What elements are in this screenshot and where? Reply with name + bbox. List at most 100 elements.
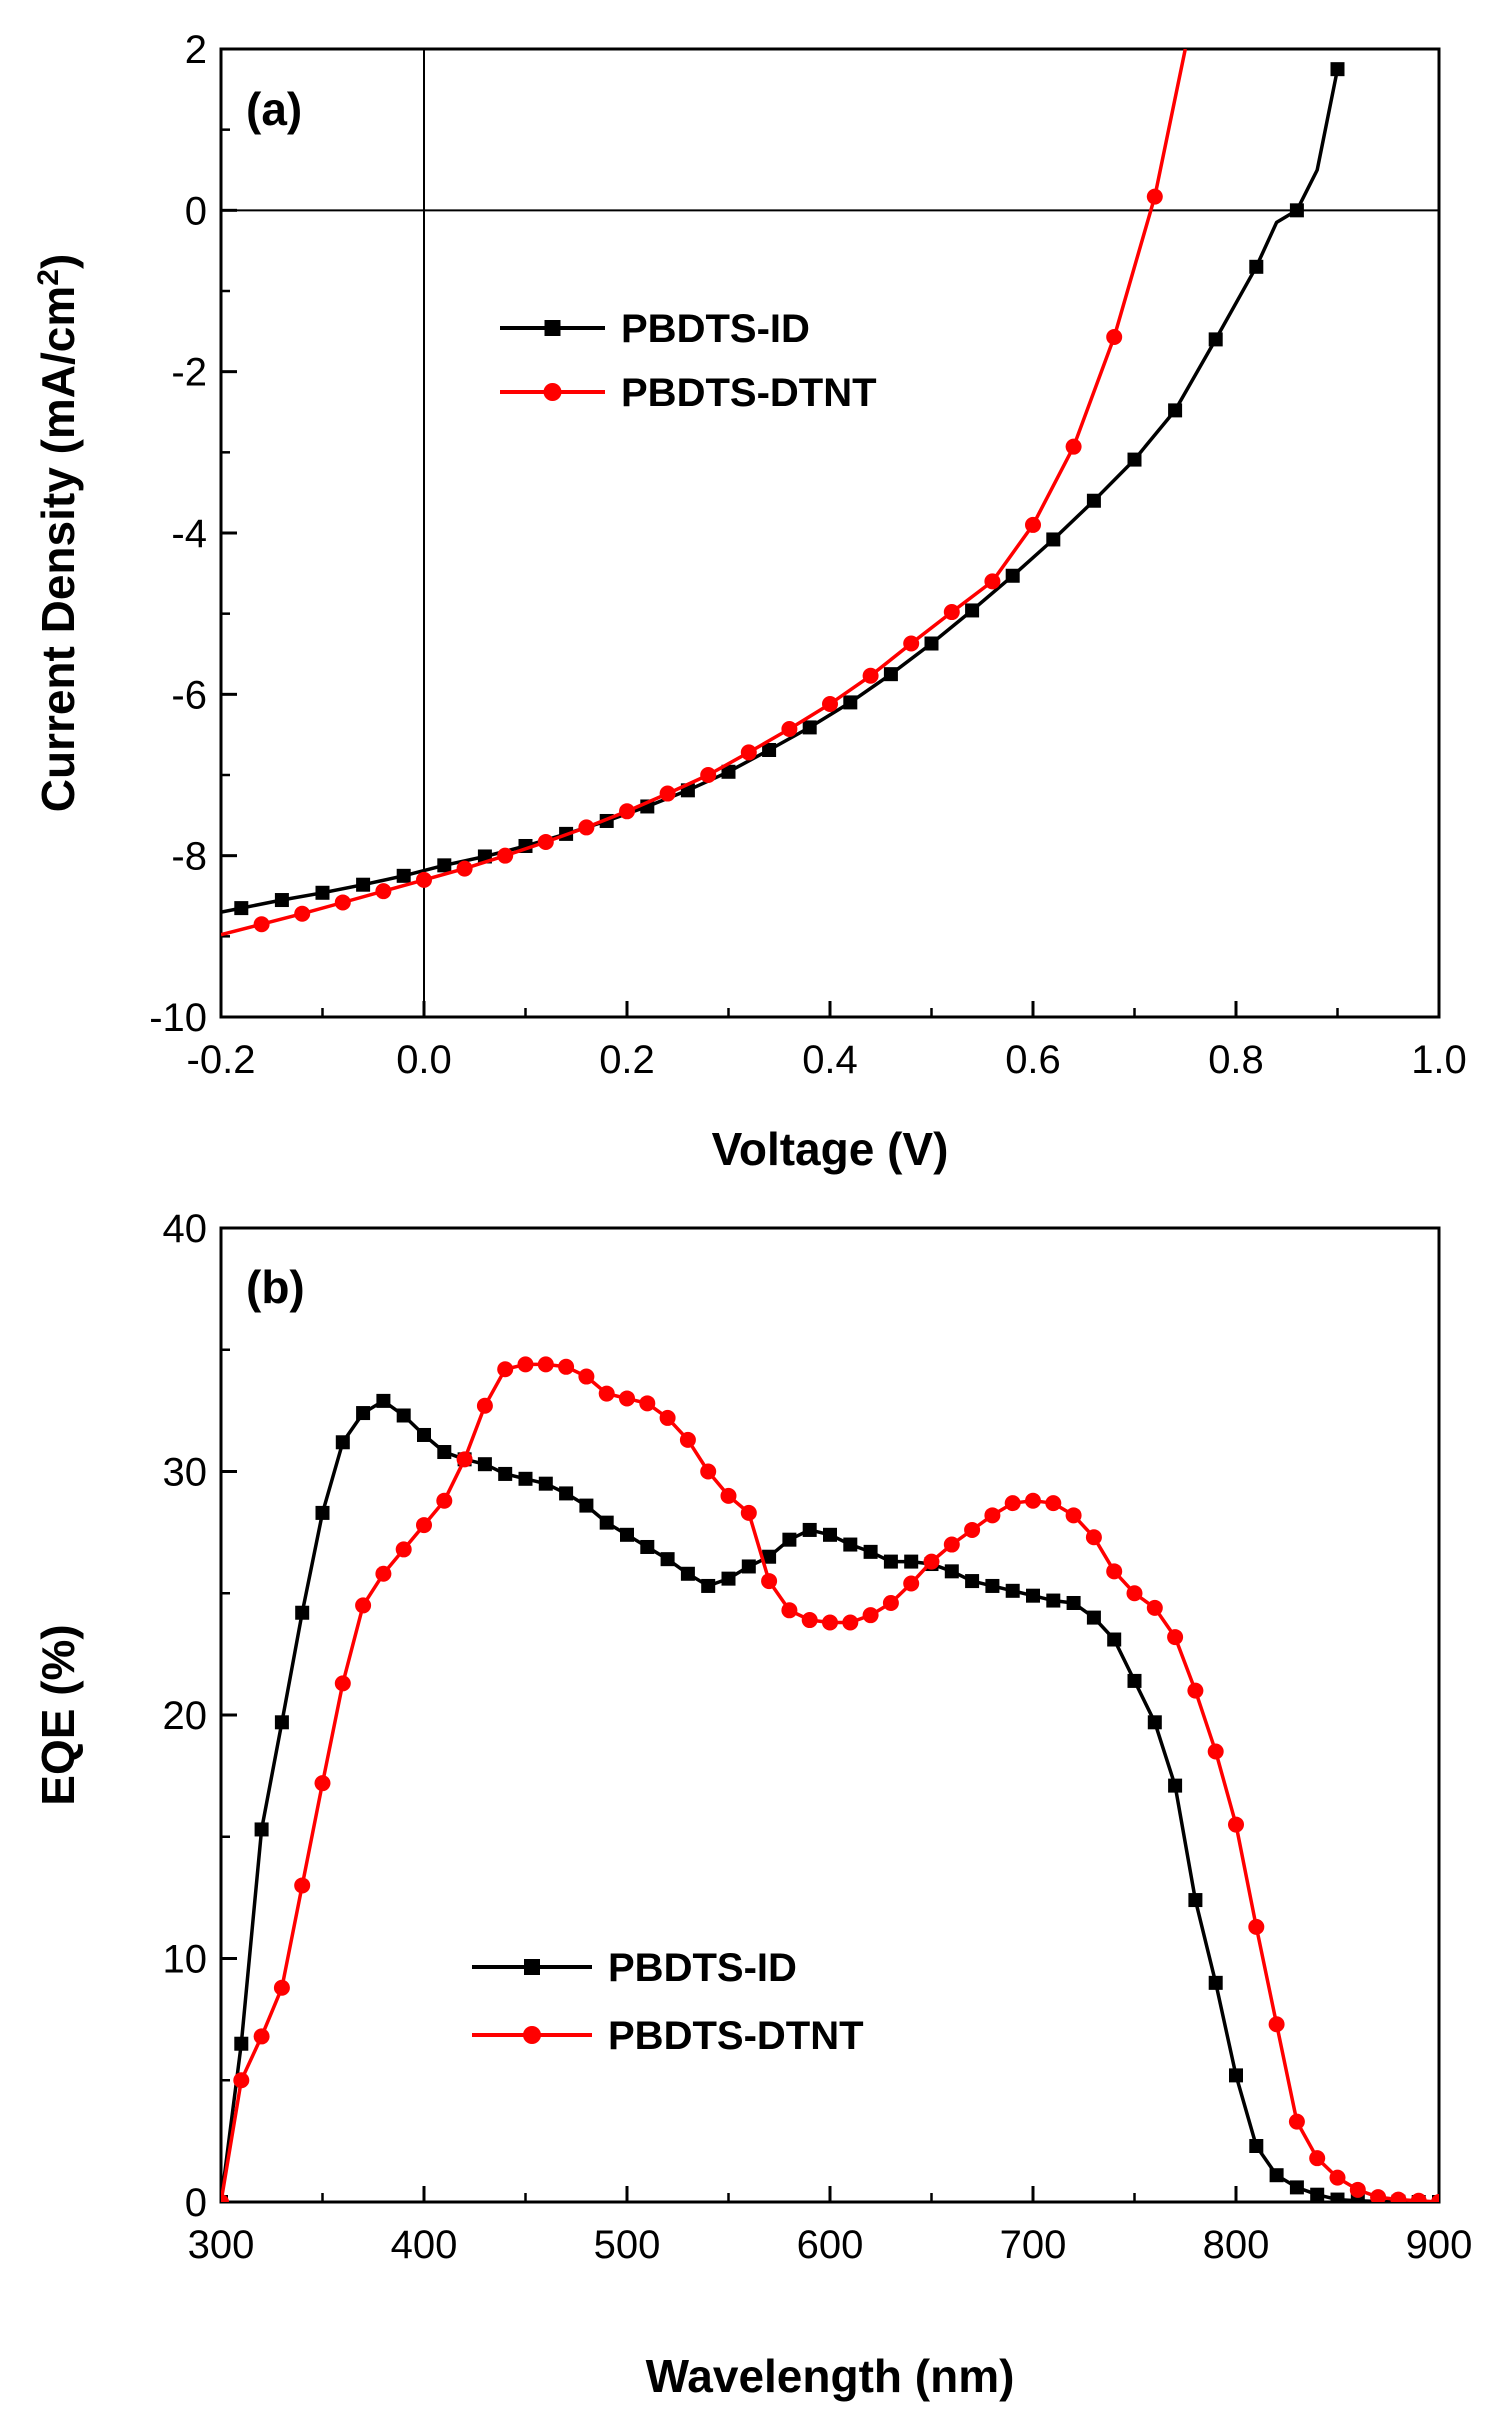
data-point-pbdts-id	[1086, 1610, 1101, 1625]
data-point-pbdts-dtnt	[416, 871, 432, 888]
data-point-pbdts-dtnt	[558, 1358, 575, 1375]
data-point-pbdts-dtnt	[578, 819, 595, 836]
data-point-pbdts-id	[944, 1564, 959, 1579]
data-point-pbdts-dtnt	[1065, 1507, 1082, 1524]
data-point-pbdts-dtnt	[943, 1536, 960, 1553]
x-tick-label: 800	[1203, 2223, 1270, 2267]
data-point-pbdts-dtnt	[334, 1675, 351, 1692]
data-point-pbdts-id	[823, 1527, 837, 1542]
data-point-pbdts-dtnt	[1106, 328, 1123, 345]
data-point-pbdts-dtnt	[1268, 2016, 1285, 2033]
data-point-pbdts-dtnt	[720, 1487, 737, 1504]
data-point-pbdts-dtnt	[1207, 1743, 1224, 1760]
data-point-pbdts-dtnt	[923, 1553, 940, 1570]
data-point-pbdts-id	[1249, 2138, 1264, 2153]
data-point-pbdts-id	[1026, 1588, 1040, 1603]
x-tick-label: 0.8	[1208, 1038, 1264, 1082]
data-point-pbdts-dtnt	[1431, 2194, 1439, 2202]
data-point-pbdts-id	[498, 1466, 513, 1481]
data-point-pbdts-dtnt	[497, 847, 514, 864]
data-point-pbdts-id	[802, 720, 817, 735]
legend-label-pbdts-id: PBDTS-ID	[621, 307, 810, 351]
y-tick-label: 20	[163, 1694, 208, 1738]
data-point-pbdts-id	[965, 603, 980, 618]
data-point-pbdts-dtnt	[882, 1594, 899, 1611]
data-point-pbdts-id	[721, 1571, 736, 1586]
legend: PBDTS-ID PBDTS-DTNT	[500, 307, 877, 415]
data-point-pbdts-id	[579, 1498, 594, 1513]
data-point-pbdts-dtnt	[294, 905, 311, 922]
data-point-pbdts-id	[274, 893, 289, 908]
data-point-pbdts-id	[843, 695, 858, 710]
panel-label: (b)	[246, 1261, 305, 1313]
x-tick-label: 1.0	[1411, 1038, 1467, 1082]
data-point-pbdts-id	[1046, 1593, 1061, 1608]
data-point-pbdts-id	[1289, 203, 1304, 218]
legend-label-pbdts-dtnt: PBDTS-DTNT	[608, 2014, 864, 2058]
data-point-pbdts-id	[1066, 1595, 1081, 1610]
data-point-pbdts-id	[1350, 2193, 1365, 2202]
data-point-pbdts-id	[599, 1515, 614, 1530]
y-tick-label: -10	[149, 996, 207, 1040]
data-point-pbdts-dtnt	[436, 1492, 453, 1509]
data-point-pbdts-dtnt	[862, 667, 879, 684]
data-point-pbdts-id	[883, 667, 898, 682]
data-point-pbdts-dtnt	[781, 721, 798, 738]
data-point-pbdts-id	[234, 2036, 249, 2051]
data-point-pbdts-id	[701, 1578, 716, 1593]
legend-label-pbdts-dtnt: PBDTS-DTNT	[621, 371, 877, 415]
x-axis-title: Voltage (V)	[712, 1123, 949, 1175]
y-tick-label: 2	[185, 28, 207, 72]
data-point-pbdts-dtnt	[1167, 1629, 1184, 1646]
data-point-pbdts-id	[477, 1457, 492, 1472]
data-point-pbdts-dtnt	[801, 1612, 818, 1629]
data-point-pbdts-id	[1188, 1893, 1203, 1908]
data-point-pbdts-id	[782, 1532, 797, 1547]
data-point-pbdts-id	[985, 1578, 1000, 1593]
data-point-pbdts-id	[680, 1566, 695, 1581]
y-tick-label: -6	[171, 673, 207, 717]
data-point-pbdts-dtnt	[1309, 2150, 1326, 2167]
y-tick-label: -2	[171, 351, 207, 395]
data-point-pbdts-dtnt	[1390, 2191, 1407, 2202]
data-point-pbdts-dtnt	[1410, 2192, 1427, 2202]
data-point-pbdts-dtnt	[659, 1409, 676, 1426]
data-point-pbdts-id	[1127, 1673, 1142, 1688]
data-point-pbdts-id	[883, 1554, 898, 1569]
y-tick-label: 30	[163, 1451, 208, 1495]
y-axis-title-end: )	[32, 254, 84, 269]
data-point-pbdts-dtnt	[1146, 188, 1163, 205]
data-point-pbdts-id	[741, 1559, 756, 1574]
data-point-pbdts-id	[376, 1393, 391, 1408]
data-point-pbdts-dtnt	[416, 1517, 432, 1534]
data-point-pbdts-dtnt	[273, 1979, 290, 1996]
data-point-pbdts-dtnt	[659, 785, 676, 802]
data-point-pbdts-dtnt	[253, 916, 270, 933]
x-axis-title: Wavelength (nm)	[646, 2350, 1015, 2402]
legend-marker-pbdts-dtnt	[543, 383, 562, 401]
x-tick-label: 300	[188, 2223, 255, 2267]
legend: PBDTS-ID PBDTS-DTNT	[472, 1946, 864, 2058]
legend-label-pbdts-id: PBDTS-ID	[608, 1946, 797, 1990]
data-point-pbdts-id	[335, 1435, 350, 1450]
data-point-pbdts-dtnt	[456, 860, 473, 877]
y-tick-label: 40	[163, 1207, 208, 1251]
y-tick-label: -4	[171, 512, 207, 556]
data-point-pbdts-dtnt	[903, 635, 920, 652]
data-point-pbdts-id	[904, 1554, 919, 1569]
data-point-pbdts-dtnt	[822, 1614, 838, 1631]
data-point-pbdts-dtnt	[984, 1507, 1001, 1524]
data-point-pbdts-dtnt	[375, 883, 392, 900]
data-point-pbdts-dtnt	[1025, 516, 1041, 533]
y-tick-label: -8	[171, 835, 207, 879]
data-point-pbdts-id	[274, 1715, 289, 1730]
data-point-pbdts-id	[518, 1471, 533, 1486]
data-point-pbdts-dtnt	[1045, 1495, 1062, 1512]
data-point-pbdts-dtnt	[1146, 1599, 1163, 1616]
data-point-pbdts-dtnt	[1228, 1816, 1244, 1833]
data-point-pbdts-dtnt	[679, 1431, 696, 1448]
data-point-pbdts-id	[315, 1505, 330, 1520]
data-point-pbdts-id	[538, 1476, 553, 1491]
data-point-pbdts-dtnt	[1329, 2169, 1346, 2186]
